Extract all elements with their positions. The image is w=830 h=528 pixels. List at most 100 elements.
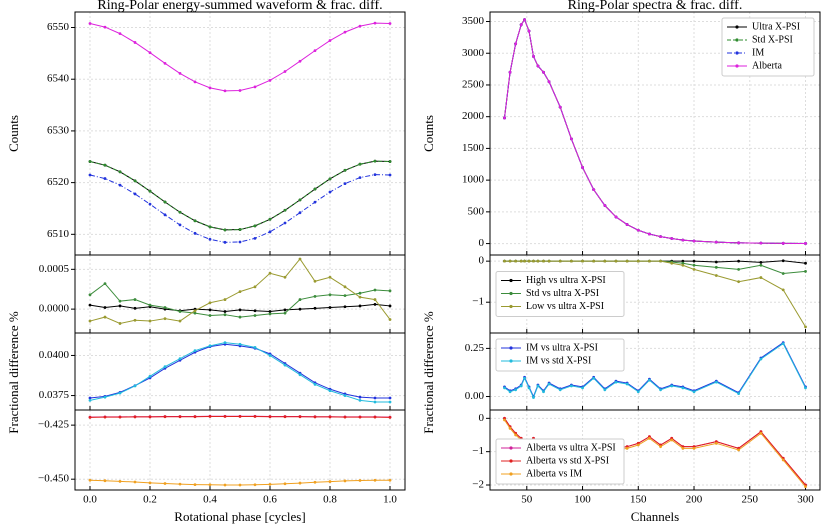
series-marker <box>133 415 137 419</box>
series-marker <box>208 483 212 487</box>
series-line <box>503 18 806 244</box>
series-marker <box>373 396 377 400</box>
series-marker <box>523 376 526 380</box>
series-marker <box>268 312 272 316</box>
y-tick-label: 6520 <box>47 176 70 188</box>
series-marker <box>118 299 122 303</box>
series-marker <box>298 59 302 63</box>
series-marker <box>508 426 512 430</box>
y-tick-label: −1 <box>472 296 484 308</box>
series-marker <box>373 298 377 301</box>
series-marker <box>148 374 152 378</box>
series-marker <box>714 274 718 277</box>
series-marker <box>223 483 227 487</box>
legend-box <box>495 271 625 317</box>
series-marker <box>569 137 573 141</box>
series-marker <box>133 179 137 183</box>
x-tick-label: 200 <box>686 494 703 506</box>
series-marker <box>238 89 242 92</box>
series-marker <box>542 259 545 263</box>
legend-label: Low vs ultra X-PSI <box>526 301 604 312</box>
y-tick-label: 6550 <box>47 21 70 33</box>
chart-title: Ring-Polar energy-summed waveform & frac… <box>97 0 382 13</box>
y-tick-label: 0.0000 <box>39 303 70 315</box>
series-marker <box>298 198 302 202</box>
series-marker <box>253 285 257 289</box>
series-marker <box>193 231 197 235</box>
series-marker <box>388 160 392 163</box>
series-marker <box>193 483 197 486</box>
series-marker <box>804 270 807 273</box>
series-marker <box>737 267 741 271</box>
series-marker <box>223 415 227 418</box>
series-marker <box>514 388 518 392</box>
series-marker <box>558 388 562 392</box>
series-marker <box>692 259 696 263</box>
series-line <box>89 343 390 399</box>
series-marker <box>670 438 674 442</box>
series-marker <box>542 390 545 394</box>
series-marker <box>648 378 651 382</box>
legend-marker <box>735 51 739 55</box>
legend-marker <box>735 38 739 42</box>
series-marker <box>614 259 618 263</box>
legend-label: Alberta <box>752 60 783 71</box>
series-marker <box>133 41 137 44</box>
series-marker <box>781 272 785 275</box>
chart-title: Ring-Polar spectra & frac. diff. <box>568 0 743 13</box>
series-marker <box>714 240 718 244</box>
series-marker <box>781 458 785 462</box>
series-marker <box>223 298 227 301</box>
series-marker <box>388 173 392 177</box>
series-marker <box>103 479 107 483</box>
series-marker <box>681 446 685 450</box>
series-marker <box>388 304 392 308</box>
series-line <box>504 260 806 328</box>
series-marker <box>542 70 545 74</box>
series-marker <box>283 275 287 279</box>
series-marker <box>343 305 347 309</box>
y-tick-label: 1500 <box>462 142 485 154</box>
series-marker <box>268 230 272 234</box>
y-tick-label: 1000 <box>462 174 485 186</box>
x-tick-label: 1.0 <box>383 494 397 506</box>
series-marker <box>625 446 629 450</box>
series-marker <box>648 436 651 440</box>
series-marker <box>313 306 317 310</box>
series-marker <box>343 285 347 289</box>
series-marker <box>536 384 540 388</box>
series-marker <box>659 388 662 392</box>
series-marker <box>253 224 257 228</box>
series-marker <box>88 22 92 25</box>
series-marker <box>223 240 227 244</box>
series-marker <box>238 290 242 294</box>
series-marker <box>343 479 347 483</box>
series-marker <box>328 306 332 309</box>
series-marker <box>328 293 332 297</box>
x-tick-label: 50 <box>521 494 533 506</box>
series-marker <box>328 389 332 393</box>
series-marker <box>358 398 362 402</box>
series-marker <box>343 168 347 172</box>
series-line <box>504 342 806 399</box>
y-axis-label: Counts <box>6 115 21 152</box>
x-tick-label: 0.4 <box>203 494 217 506</box>
series-marker <box>659 235 662 239</box>
series-marker <box>268 354 272 357</box>
series-marker <box>193 80 197 84</box>
legend-label: Alberta vs ultra X-PSI <box>526 442 616 453</box>
series-marker <box>592 259 596 263</box>
series-marker <box>692 390 696 394</box>
x-axis-label: Rotational phase [cycles] <box>174 509 305 524</box>
series-marker <box>163 213 167 217</box>
y-tick-label: 0.0400 <box>39 349 70 361</box>
series-marker <box>178 310 182 313</box>
legend-label: Alberta vs IM <box>526 468 582 479</box>
series-marker <box>208 415 212 418</box>
series-marker <box>681 263 685 267</box>
series-marker <box>523 259 526 263</box>
series-marker <box>388 478 392 482</box>
series-marker <box>313 294 317 298</box>
series-marker <box>268 271 272 275</box>
